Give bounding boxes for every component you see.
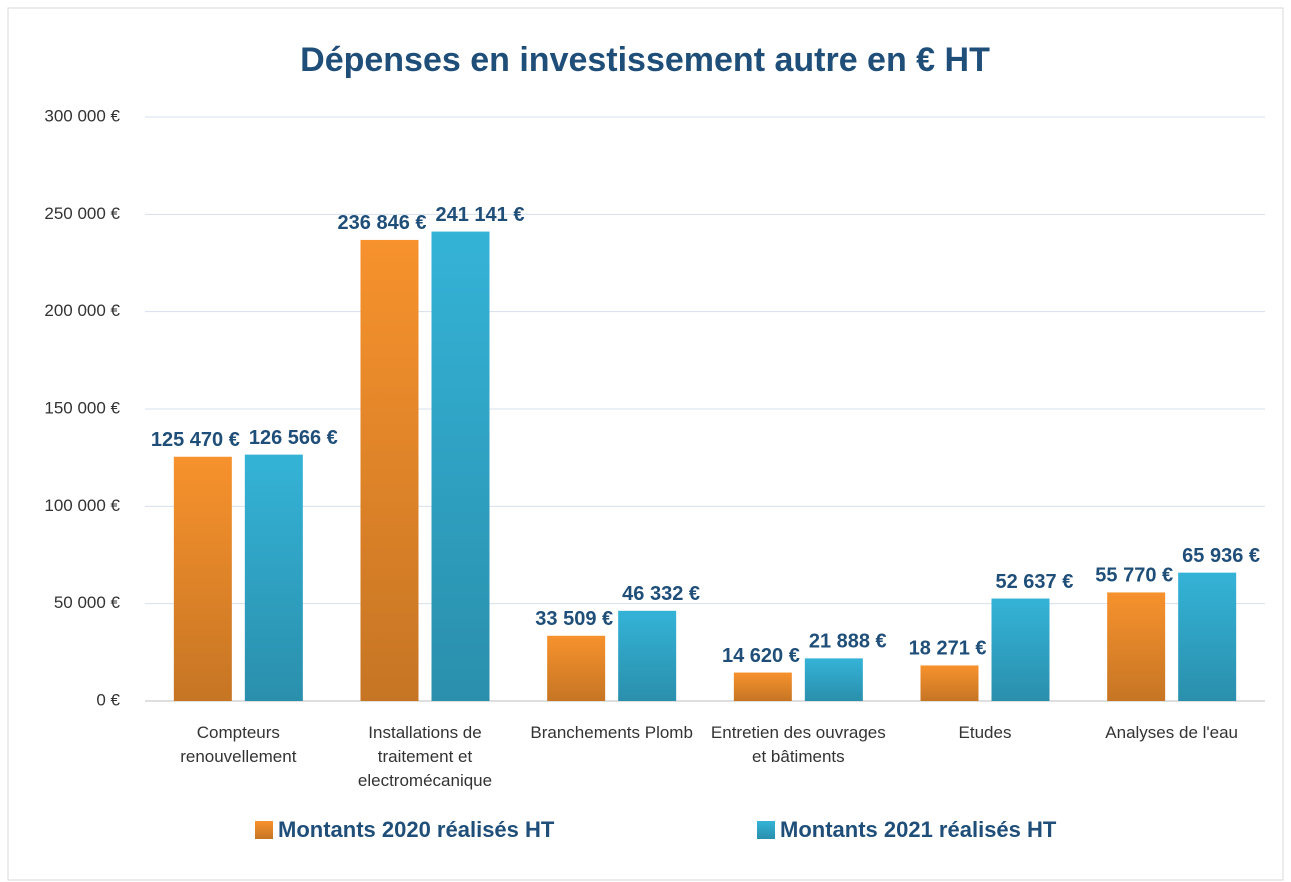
legend-swatch xyxy=(757,821,775,839)
legend-swatch xyxy=(255,821,273,839)
x-tick-label: Installations de traitement et electromé… xyxy=(357,723,493,790)
bar xyxy=(431,231,490,701)
x-tick-label: Branchements Plomb xyxy=(530,723,693,742)
x-tick-label: Entretien des ouvrages et bâtiments xyxy=(710,723,886,766)
chart-title: Dépenses en investissement autre en € HT xyxy=(300,41,990,79)
data-label: 125 470 € xyxy=(151,429,240,451)
data-label: 236 846 € xyxy=(338,212,427,234)
bar xyxy=(733,672,792,701)
y-tick-label: 100 000 € xyxy=(44,496,120,515)
bar xyxy=(920,665,979,701)
data-label: 126 566 € xyxy=(249,427,338,449)
y-tick-label: 150 000 € xyxy=(44,398,120,417)
y-tick-label: 250 000 € xyxy=(44,204,120,223)
y-tick-label: 50 000 € xyxy=(54,593,121,612)
data-label: 55 770 € xyxy=(1095,565,1173,587)
data-label: 52 637 € xyxy=(996,571,1074,593)
data-label: 241 141 € xyxy=(436,204,525,226)
legend-label: Montants 2020 réalisés HT xyxy=(278,817,555,842)
bar xyxy=(360,239,419,701)
bar xyxy=(618,610,677,701)
data-label: 65 936 € xyxy=(1182,545,1260,567)
bar xyxy=(991,598,1050,701)
data-label: 21 888 € xyxy=(809,631,887,653)
data-label: 46 332 € xyxy=(622,583,700,605)
chart-frame xyxy=(7,7,1284,881)
bar xyxy=(804,658,863,701)
bar xyxy=(244,454,303,701)
data-label: 18 271 € xyxy=(909,638,987,660)
x-tick-label: Analyses de l'eau xyxy=(1105,723,1239,742)
bar xyxy=(1178,572,1237,701)
y-tick-label: 200 000 € xyxy=(44,301,120,320)
bar xyxy=(547,635,606,701)
legend-label: Montants 2021 réalisés HT xyxy=(780,817,1057,842)
data-label: 33 509 € xyxy=(535,608,613,630)
x-tick-label: Etudes xyxy=(958,723,1012,742)
y-tick-label: 300 000 € xyxy=(44,106,120,125)
bar xyxy=(173,456,232,701)
data-label: 14 620 € xyxy=(722,645,800,667)
bar xyxy=(1107,592,1166,701)
y-tick-label: 0 € xyxy=(96,690,120,709)
x-tick-label: Compteurs renouvellement xyxy=(180,723,297,766)
